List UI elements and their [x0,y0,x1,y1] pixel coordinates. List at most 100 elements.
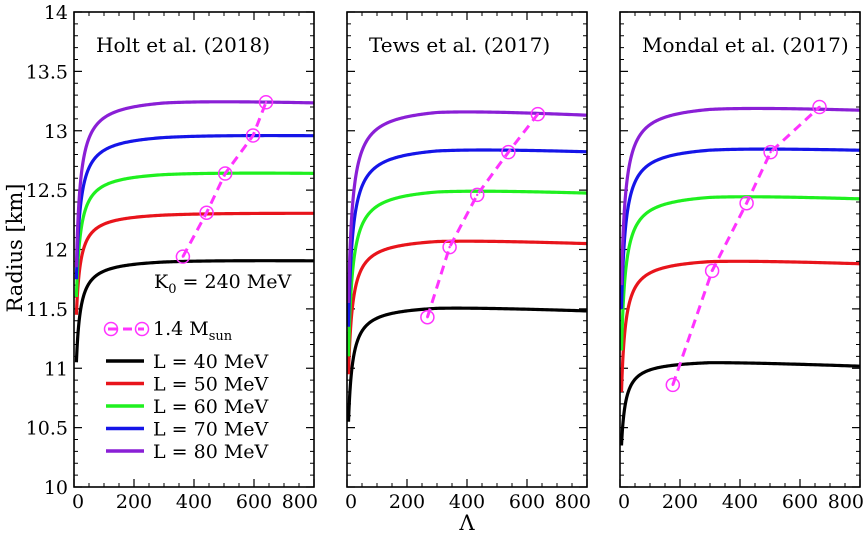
x-tick-label: 200 [389,491,425,513]
m14-marker [739,195,754,211]
x-tick-label: 0 [618,491,630,513]
panel-title: Tews et al. (2017) [369,33,550,57]
m14-marker [763,144,778,160]
m14-marker-dot [671,383,674,387]
legend-entry: L = 40 MeV [106,351,269,373]
m14-marker [258,95,274,110]
m14-marker [665,377,681,393]
x-tick-label: 600 [236,491,272,513]
svg-text:K0 = 240 MeV: K0 = 240 MeV [154,271,291,297]
series-line-40-mev [74,259,315,363]
x-tick-label: 600 [782,491,818,513]
panel-frame [73,11,315,488]
x-axis-label: Λ [458,511,475,535]
legend-entry: L = 50 MeV [106,374,269,396]
y-tick-label: 10.5 [26,418,68,440]
m14-dashed-line [425,113,539,318]
series-line-60-mev [619,195,861,351]
y-tick-label: 12.5 [26,180,68,202]
legend-label: L = 80 MeV [153,441,269,463]
m14-marker [442,239,457,255]
x-tick-label: 800 [282,491,318,513]
m14-marker [812,99,827,115]
series-line-70-mev [74,133,315,280]
m14-marker [469,187,485,203]
x-tick-label: 0 [345,491,357,513]
x-tick-label: 400 [722,491,758,513]
x-tick-label: 600 [509,491,545,513]
legend-label: L = 60 MeV [153,396,269,418]
m14-marker [501,144,516,160]
series-line-80-mev [74,100,315,268]
k0-annotation-subscript: 0 [168,282,176,297]
legend-label: L = 70 MeV [153,419,269,441]
series-line-40-mev [346,306,588,422]
legend-label: L = 40 MeV [153,351,269,373]
m14-marker-dot [448,245,451,249]
m14-marker [175,249,191,264]
series-line-60-mev [74,171,315,298]
m14-marker [530,106,546,122]
y-tick-label: 12 [44,240,68,262]
panel-title: Mondal et al. (2017) [642,33,849,57]
x-tick-label: 400 [176,491,212,513]
m14-marker-dot [507,150,510,154]
legend-m14-text: 1.4 M [153,318,209,340]
y-axis-label: Radius [km] [3,184,27,313]
m14-marker [704,263,720,279]
m14-marker-dot [264,101,268,104]
legend-m14-subscript: sun [209,329,233,344]
x-tick-label: 800 [555,491,591,513]
legend-entry: L = 60 MeV [106,396,269,418]
m14-marker-dot [205,211,208,214]
m14-marker-dot [181,255,185,258]
k0-annotation: K0 = 240 MeV [154,271,291,297]
m14-marker-dot [476,193,479,197]
series-line-60-mev [346,189,588,357]
m14-marker-dot [818,105,821,109]
m14-marker-dot [251,134,255,137]
legend-label: L = 50 MeV [153,374,269,396]
k0-annotation-symbol: K [154,271,169,293]
m14-marker [199,205,214,220]
series-line-80-mev [346,110,588,303]
m14-marker [420,309,435,325]
y-tick-label: 10 [44,477,68,499]
panel-title: Holt et al. (2018) [96,33,270,57]
y-tick-label: 13.5 [26,61,68,83]
m14-marker-dot [710,269,714,273]
series-line-70-mev [619,147,861,309]
series-line-50-mev [346,239,588,375]
panels-group: 10 10.5 11 11.5 12 12.5 13 13.5 14 0 200 400 600 800 H… [26,2,864,513]
panel-1: 10 10.5 11 11.5 12 12.5 13 13.5 14 0 200 400 600 800 H… [26,2,318,513]
x-tick-label: 400 [449,491,485,513]
panel-3: 0 200 400 600 800 Mondal et al. (2017) [618,11,864,513]
x-tick-label: 0 [72,491,84,513]
series-line-50-mev [74,211,315,315]
m14-marker [245,128,261,143]
x-tick-label: 200 [116,491,152,513]
series-line-70-mev [346,148,588,327]
panel-frame [619,11,861,488]
y-tick-label: 13 [44,121,68,143]
k0-annotation-value: = 240 MeV [176,271,291,293]
legend-entry: L = 80 MeV [106,441,269,463]
panel-2: 0 200 400 600 800 Tews et al. (2017) [345,11,591,513]
x-tick-label: 800 [828,491,864,513]
m14-marker-dot [536,112,539,116]
series-line-80-mev [619,106,861,286]
panel-frame [346,11,588,488]
m14-marker-dot [769,150,772,154]
x-tick-label: 200 [662,491,698,513]
series-line-40-mev [619,361,861,446]
m14-marker-dot [426,315,429,319]
legend-entry-m14: 1.4 Msun [103,318,233,344]
series-line-50-mev [619,259,861,392]
y-tick-label: 11.5 [26,299,68,321]
m14-marker [217,166,233,181]
svg-text:1.4 Msun: 1.4 Msun [153,318,233,344]
legend-entry: L = 70 MeV [106,419,269,441]
y-tick-label: 14 [44,2,68,24]
